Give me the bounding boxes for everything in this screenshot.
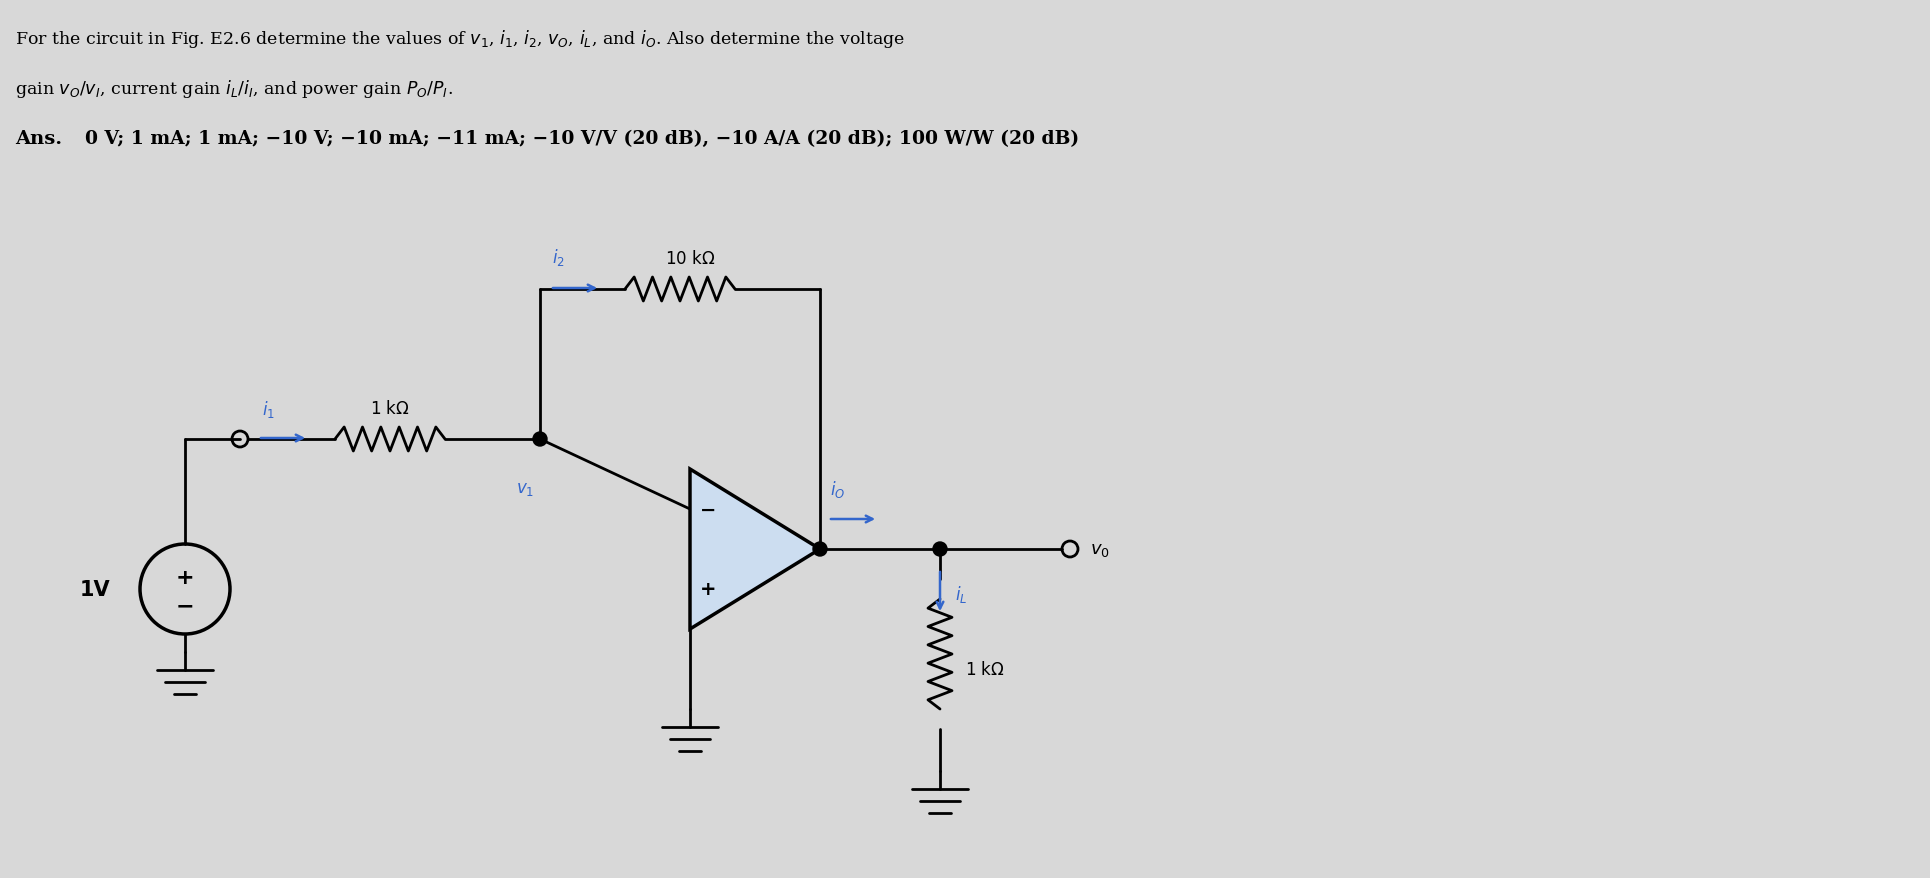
Text: $i_O$: $i_O$: [830, 479, 845, 500]
Polygon shape: [689, 470, 820, 630]
Text: $v_1$: $v_1$: [515, 479, 535, 498]
Text: gain $v_O/v_I$, current gain $i_L/i_I$, and power gain $P_O/P_I$.: gain $v_O/v_I$, current gain $i_L/i_I$, …: [15, 78, 454, 100]
Text: $v_0$: $v_0$: [1089, 540, 1110, 558]
Text: $i_2$: $i_2$: [552, 247, 565, 268]
Text: 1 k$\Omega$: 1 k$\Omega$: [965, 660, 1004, 678]
Text: Ans.: Ans.: [15, 130, 62, 148]
Text: +: +: [699, 579, 716, 599]
Text: $i_L$: $i_L$: [955, 584, 967, 605]
Text: −: −: [699, 500, 716, 519]
Text: $i_1$: $i_1$: [262, 399, 274, 420]
Text: 1V: 1V: [79, 579, 110, 600]
Text: 10 k$\Omega$: 10 k$\Omega$: [664, 249, 714, 268]
Text: 1 k$\Omega$: 1 k$\Omega$: [371, 399, 409, 418]
Text: For the circuit in Fig. E2.6 determine the values of $v_1$, $i_1$, $i_2$, $v_O$,: For the circuit in Fig. E2.6 determine t…: [15, 28, 905, 50]
Circle shape: [813, 543, 826, 557]
Text: −: −: [176, 595, 195, 615]
Text: 0 V; 1 mA; 1 mA; −10 V; −10 mA; −11 mA; −10 V/V (20 dB), −10 A/A (20 dB); 100 W/: 0 V; 1 mA; 1 mA; −10 V; −10 mA; −11 mA; …: [85, 130, 1079, 148]
Circle shape: [533, 433, 546, 447]
Circle shape: [932, 543, 946, 557]
Text: +: +: [176, 567, 195, 587]
